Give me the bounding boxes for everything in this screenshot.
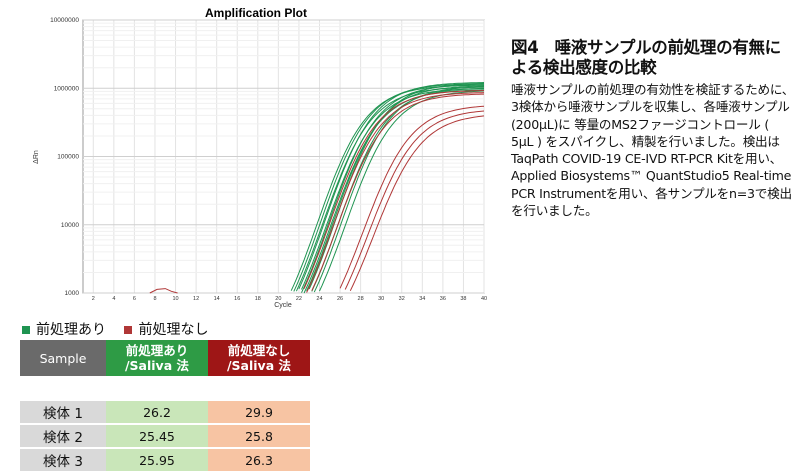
table-header-row: Sample 前処理あり /Saliva 法 前処理なし /Saliva 法: [20, 340, 310, 377]
y-axis-label: ΔRn: [33, 150, 40, 164]
figure-description: 唾液サンプルの前処理の有効性を検証するために、3検体から唾液サンプルを収集し、各…: [511, 82, 795, 219]
cell-with-pretreatment: 25.45: [106, 424, 208, 449]
legend: 前処理あり 前処理なし: [22, 321, 222, 339]
amplification-curve-without-pretreatment: [344, 110, 485, 290]
x-tick-label: 2: [92, 296, 95, 302]
x-tick-label: 8: [153, 296, 156, 302]
ct-results-table: Sample 前処理あり /Saliva 法 前処理なし /Saliva 法 検…: [20, 340, 310, 473]
x-axis-label: Cycle: [274, 302, 292, 309]
x-tick-label: 34: [419, 296, 425, 302]
amplification-curve-without-pretreatment: [311, 93, 484, 291]
x-tick-label: 26: [337, 296, 343, 302]
x-tick-label: 38: [460, 296, 466, 302]
legend-label-without-pretreatment: 前処理なし: [138, 322, 209, 338]
cell-sample: 検体 1: [20, 400, 106, 425]
x-tick-label: 30: [378, 296, 384, 302]
table-gap: [20, 376, 310, 401]
amplification-curve-without-pretreatment: [303, 90, 484, 289]
y-tick-label: 1000: [65, 290, 80, 297]
x-tick-label: 4: [112, 296, 115, 302]
x-tick-label: 22: [296, 296, 302, 302]
x-tick-label: 14: [214, 296, 220, 302]
amplification-curves: [149, 82, 485, 294]
x-tick-label: 28: [358, 296, 364, 302]
x-tick-label: 10: [172, 296, 178, 302]
cell-without-pretreatment: 25.8: [208, 424, 310, 449]
table-row: 検体 3 25.95 26.3: [20, 448, 310, 473]
y-tick-labels: 1000 10000 100000 1000000 10000000: [50, 17, 79, 297]
legend-swatch-green: [22, 326, 30, 334]
header-without-pretreatment: 前処理なし /Saliva 法: [208, 340, 310, 377]
figure-caption-title: 図4 唾液サンプルの前処理の有無による検出感度の比較: [511, 38, 781, 77]
y-tick-label: 100000: [57, 154, 79, 161]
chart-title: Amplification Plot: [205, 6, 307, 20]
amplification-curve-without-pretreatment: [306, 92, 485, 293]
x-tick-label: 16: [234, 296, 240, 302]
x-tick-label: 20: [275, 296, 281, 302]
x-tick-label: 12: [193, 296, 199, 302]
legend-swatch-red: [124, 326, 133, 334]
x-tick-label: 40: [481, 296, 487, 302]
header-sample: Sample: [20, 340, 106, 377]
baseline-noise-trace: [149, 288, 178, 294]
legend-item-without-pretreatment: 前処理なし: [124, 321, 208, 339]
legend-label-with-pretreatment: 前処理あり: [36, 322, 106, 338]
cell-without-pretreatment: 29.9: [208, 400, 310, 425]
amplification-curve-without-pretreatment: [339, 105, 485, 289]
header-with-pretreatment: 前処理あり /Saliva 法: [106, 340, 208, 377]
x-tick-label: 24: [316, 296, 322, 302]
table-row: 検体 1 26.2 29.9: [20, 400, 310, 425]
amplification-curve-without-pretreatment: [349, 115, 485, 292]
table-row: 検体 2 25.45 25.8: [20, 424, 310, 449]
x-tick-label: 18: [255, 296, 261, 302]
x-tick-labels: 2 4 6 8 10 12 14 16 18 20 22 24 26 28 30 32 34 36 38 40: [92, 296, 487, 302]
cell-sample: 検体 3: [20, 448, 106, 473]
amplification-curve-with-pretreatment: [319, 90, 485, 292]
y-tick-label: 10000: [61, 222, 79, 229]
amplification-plot-svg: Amplification Plot 2 4 6 8 10 12 14 16 18 20 22 24 2…: [33, 6, 487, 309]
amplification-curve-with-pretreatment: [306, 85, 485, 292]
amplification-curve-with-pretreatment: [298, 82, 485, 290]
amplification-plot: Amplification Plot 2 4 6 8 10 12 14 16 18 20 22 24 2…: [0, 0, 500, 312]
y-tick-label: 1000000: [54, 85, 80, 92]
amplification-curve-with-pretreatment: [295, 86, 484, 292]
cell-without-pretreatment: 26.3: [208, 448, 310, 473]
legend-item-with-pretreatment: 前処理あり: [22, 321, 106, 339]
amplification-curve-with-pretreatment: [293, 83, 484, 292]
x-tick-label: 36: [440, 296, 446, 302]
x-tick-label: 32: [399, 296, 405, 302]
amplification-curve-with-pretreatment: [301, 84, 484, 293]
x-tick-label: 6: [133, 296, 136, 302]
cell-with-pretreatment: 25.95: [106, 448, 208, 473]
cell-sample: 検体 2: [20, 424, 106, 449]
y-tick-label: 10000000: [50, 17, 79, 24]
cell-with-pretreatment: 26.2: [106, 400, 208, 425]
